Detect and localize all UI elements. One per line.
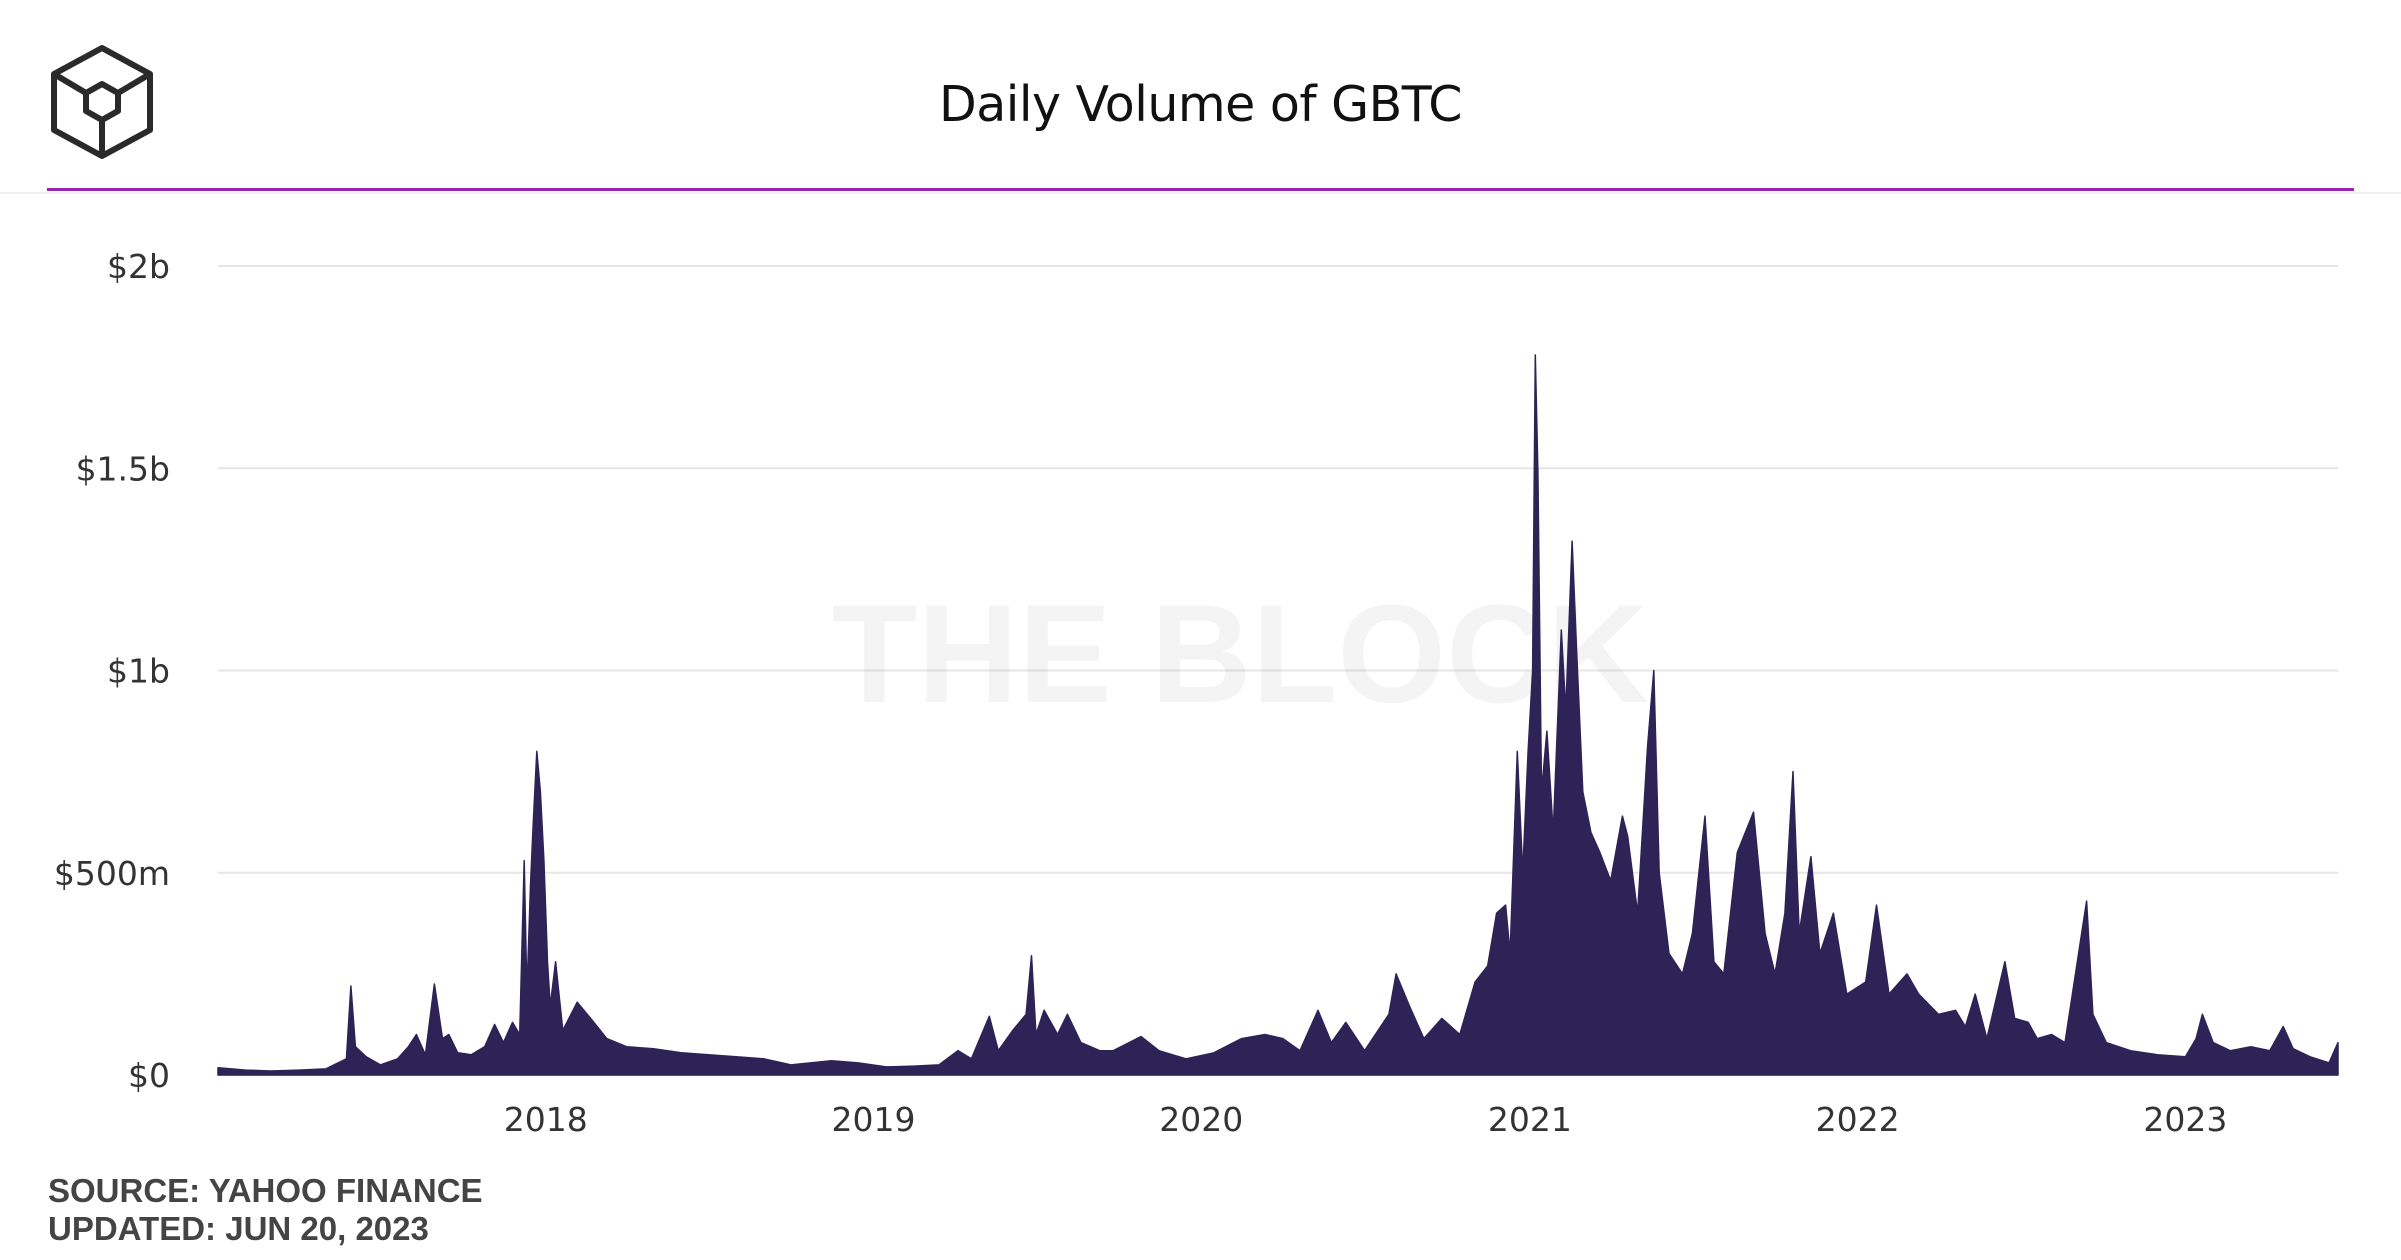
y-tick-label: $0: [128, 1056, 170, 1095]
x-tick-label: 2018: [504, 1100, 588, 1139]
x-axis-ticks: 2018 2019 2020 2021 2022 2023: [504, 1100, 2228, 1139]
chart-watermark: THE BLOCK: [832, 575, 1649, 732]
series-area: [217, 354, 2339, 1076]
x-tick-label: 2021: [1488, 1100, 1572, 1139]
chart-footer: SOURCE: YAHOO FINANCE UPDATED: JUN 20, 2…: [48, 1172, 483, 1248]
header-divider: [47, 188, 2354, 191]
source-note: SOURCE: YAHOO FINANCE: [48, 1172, 483, 1209]
the-block-logo-icon: [51, 45, 153, 159]
x-tick-label: 2022: [1816, 1100, 1900, 1139]
chart-series: [217, 354, 2339, 1076]
volume-chart: THE BLOCK $0 $500m $1b $1.5b $2b 2018 2019 202…: [54, 247, 2339, 1139]
y-tick-label: $500m: [54, 854, 170, 893]
x-tick-label: 2019: [831, 1100, 915, 1139]
x-tick-label: 2023: [2143, 1100, 2227, 1139]
y-tick-label: $2b: [107, 247, 170, 286]
y-axis-ticks: $0 $500m $1b $1.5b $2b: [54, 247, 170, 1095]
page-title: Daily Volume of GBTC: [938, 76, 1463, 133]
header-shadow: [0, 192, 2401, 194]
y-tick-label: $1.5b: [76, 449, 170, 488]
x-tick-label: 2020: [1159, 1100, 1243, 1139]
updated-note: UPDATED: JUN 20, 2023: [48, 1210, 429, 1247]
y-tick-label: $1b: [107, 652, 170, 691]
